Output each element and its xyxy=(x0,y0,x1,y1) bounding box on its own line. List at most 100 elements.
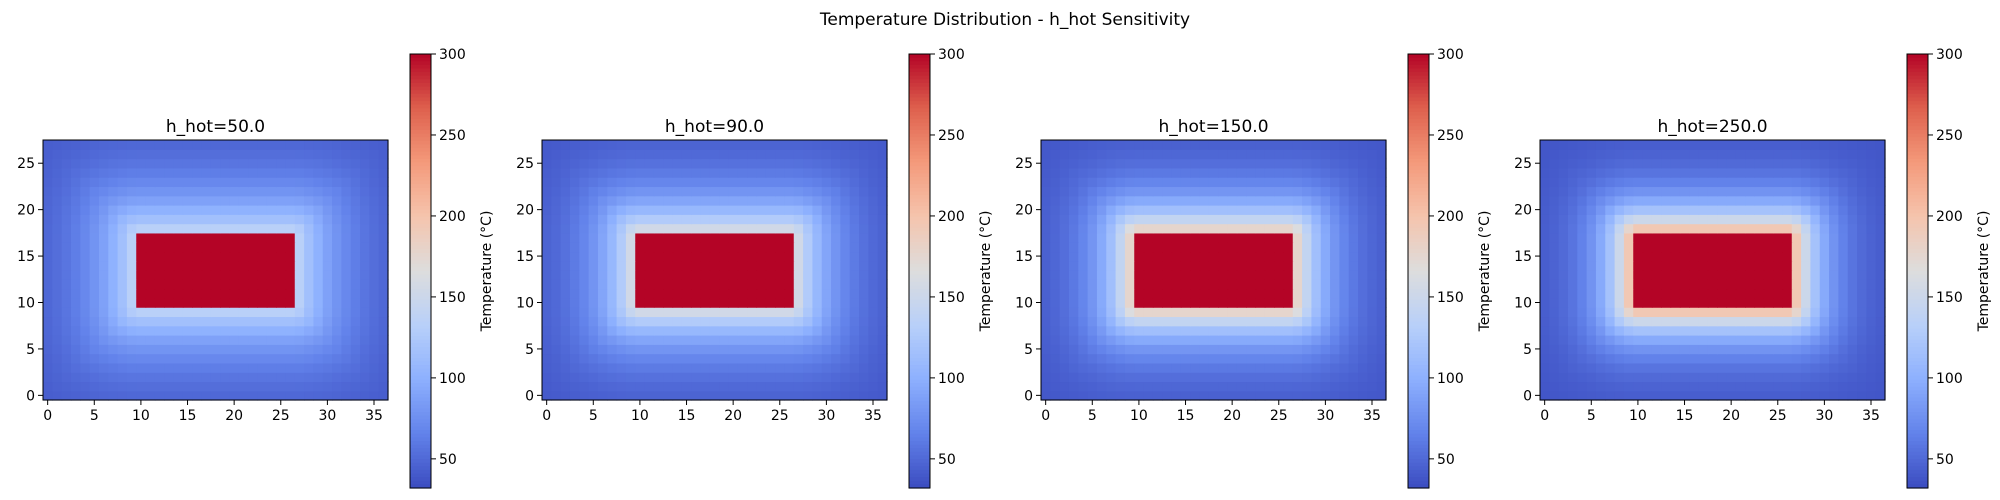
heatmap-cell xyxy=(1264,362,1275,373)
heatmap-cell xyxy=(756,270,767,280)
heatmap-cell xyxy=(1208,307,1219,318)
heatmap-cell xyxy=(691,186,702,197)
heatmap-cell xyxy=(1246,186,1257,197)
heatmap-cell xyxy=(1208,297,1219,308)
heatmap-cell xyxy=(737,167,748,178)
heatmap-cell xyxy=(350,325,361,336)
heatmap-cell xyxy=(747,186,758,197)
heatmap-cell xyxy=(1106,316,1117,327)
heatmap-cell xyxy=(1567,316,1578,327)
heatmap-cell xyxy=(238,140,249,150)
heatmap-cell xyxy=(831,158,841,169)
heatmap-cell xyxy=(350,260,361,271)
heatmap-cell xyxy=(154,195,165,206)
heatmap-cell xyxy=(560,372,571,383)
heatmap-cell xyxy=(89,390,100,401)
heatmap-cell xyxy=(1689,195,1700,206)
heatmap-cell xyxy=(1595,390,1606,401)
heatmap-cell xyxy=(89,223,100,234)
heatmap-cell xyxy=(1255,251,1266,262)
heatmap-cell xyxy=(1838,279,1849,290)
heatmap-cell xyxy=(1292,214,1303,225)
colorbar-segment xyxy=(909,155,930,160)
heatmap-cell xyxy=(1586,279,1597,290)
heatmap-cell xyxy=(238,362,249,373)
heatmap-cell xyxy=(1782,186,1793,197)
heatmap-cell xyxy=(653,214,664,225)
colorbar-segment xyxy=(410,412,431,417)
heatmap-cell xyxy=(313,140,324,150)
heatmap-cell xyxy=(220,372,231,383)
heatmap-cell xyxy=(700,381,711,392)
heatmap-cell xyxy=(868,260,879,271)
heatmap-cell xyxy=(1773,140,1784,150)
heatmap-cell xyxy=(1540,251,1550,262)
colorbar-segment xyxy=(909,68,930,73)
heatmap-cell xyxy=(1050,307,1061,318)
heatmap-cell xyxy=(560,223,571,234)
heatmap-cell xyxy=(43,381,53,392)
heatmap-cell xyxy=(369,381,380,392)
heatmap-cell xyxy=(80,362,91,373)
heatmap-cell xyxy=(1358,158,1368,169)
heatmap-cell xyxy=(285,223,296,234)
heatmap-cell xyxy=(625,381,636,392)
heatmap-cell xyxy=(849,381,860,392)
heatmap-cell xyxy=(89,372,100,383)
heatmap-cell xyxy=(1199,316,1210,327)
heatmap-cell xyxy=(70,288,81,299)
heatmap-cell xyxy=(719,270,730,280)
heatmap-cell xyxy=(1670,223,1681,234)
heatmap-cell xyxy=(266,279,277,290)
heatmap-cell xyxy=(1623,279,1634,290)
heatmap-cell xyxy=(1059,167,1070,178)
heatmap-cell xyxy=(542,381,552,392)
heatmap-cell xyxy=(98,390,109,401)
heatmap-cell xyxy=(108,158,119,169)
heatmap-cell xyxy=(1595,372,1606,383)
heatmap-cell xyxy=(1376,353,1387,364)
heatmap-cell xyxy=(728,307,739,318)
heatmap-cell xyxy=(1134,353,1145,364)
heatmap-cell xyxy=(238,325,249,336)
heatmap-cell xyxy=(728,167,739,178)
heatmap-cell xyxy=(1358,242,1368,253)
heatmap-cell xyxy=(136,232,147,243)
heatmap-cell xyxy=(201,335,212,345)
heatmap-cell xyxy=(201,372,212,383)
colorbar-segment xyxy=(909,82,930,88)
heatmap-cell xyxy=(691,149,702,160)
heatmap-cell xyxy=(756,335,767,345)
heatmap-cell xyxy=(1857,232,1867,243)
colorbar-segment xyxy=(410,325,431,330)
heatmap-cell xyxy=(1875,186,1886,197)
heatmap-cell xyxy=(1726,223,1737,234)
heatmap-cell xyxy=(1857,140,1867,150)
heatmap-cell xyxy=(1255,214,1266,225)
heatmap-cell xyxy=(1199,270,1210,280)
heatmap-cell xyxy=(1236,344,1247,355)
heatmap-cell xyxy=(1540,214,1550,225)
heatmap-cell xyxy=(80,140,91,150)
colorbar-segment xyxy=(909,137,930,142)
heatmap-cell xyxy=(1059,186,1070,197)
heatmap-cell xyxy=(1180,381,1191,392)
colorbar-segment xyxy=(1907,184,1928,189)
heatmap-cell xyxy=(775,140,786,150)
heatmap-cell xyxy=(210,242,221,253)
colorbar-tick-label: 100 xyxy=(1936,371,1963,387)
heatmap-cell xyxy=(737,232,748,243)
heatmap-cell xyxy=(1358,381,1368,392)
heatmap-cell xyxy=(1763,390,1774,401)
heatmap-cell xyxy=(868,140,879,150)
heatmap-cell xyxy=(812,214,823,225)
heatmap-cell xyxy=(266,186,277,197)
colorbar-segment xyxy=(909,245,930,250)
heatmap-cell xyxy=(1106,167,1117,178)
heatmap-cell xyxy=(61,158,72,169)
heatmap-cell xyxy=(700,279,711,290)
heatmap-cell xyxy=(89,149,100,160)
heatmap-cell xyxy=(98,288,109,299)
heatmap-cell xyxy=(1689,167,1700,178)
heatmap-cell xyxy=(1791,214,1802,225)
